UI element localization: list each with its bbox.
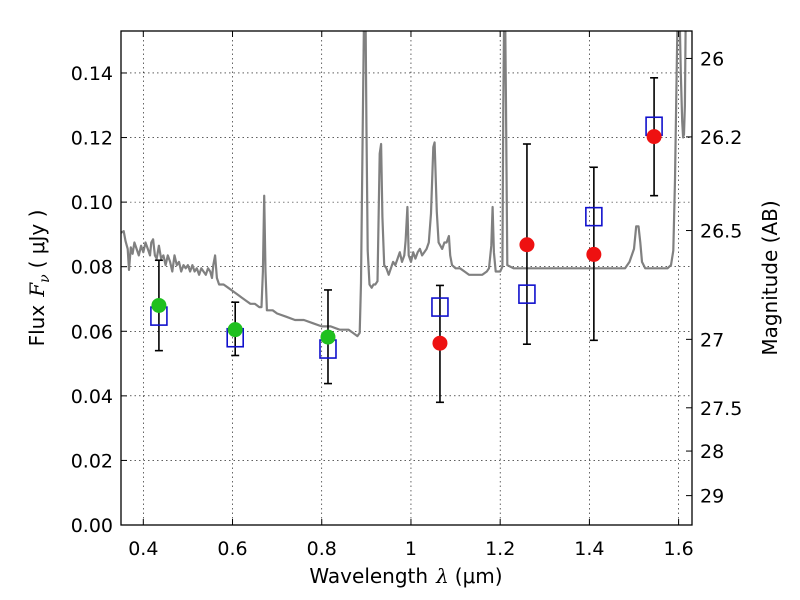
observed-point-green (320, 329, 336, 345)
x-axis-label: Wavelength λ (μm) (309, 564, 502, 588)
x-tick-label: 1.4 (574, 538, 604, 560)
y-tick-label: 0.00 (71, 515, 113, 537)
model-spectrum-line (121, 31, 687, 338)
x-tick-label: 1.6 (664, 538, 694, 560)
x-tick-label: 0.8 (307, 538, 337, 560)
x-tick-label: 0.6 (217, 538, 247, 560)
y2-tick-label: 27 (700, 329, 724, 351)
y-tick-label: 0.12 (71, 128, 113, 150)
x-tick-label: 1 (405, 538, 417, 560)
y2-tick-label: 27.5 (700, 398, 742, 420)
plot-area (121, 31, 687, 404)
y2-tick-label: 26 (700, 48, 724, 70)
model-square-marker (431, 297, 449, 317)
axis-ticks: 0.4 0.6 0.8 1 1.2 1.4 1.6 0.00 0.02 0.04 0.06 0.08 0… (71, 31, 742, 560)
observed-point-red (586, 246, 602, 262)
observed-point-green (151, 297, 167, 313)
observed-point-red (646, 129, 662, 145)
y-axis-label: FluxFν( μJy ) (25, 210, 53, 347)
y-tick-label: 0.14 (71, 63, 113, 85)
y-tick-label: 0.10 (71, 192, 113, 214)
x-tick-label: 0.4 (128, 538, 158, 560)
y2-tick-label: 28 (700, 441, 724, 463)
y2-tick-label: 26.2 (700, 127, 742, 149)
y2-tick-label: 29 (700, 486, 724, 508)
x-tick-label: 1.2 (485, 538, 515, 560)
y-tick-label: 0.02 (71, 450, 113, 472)
y-tick-label: 0.08 (71, 257, 113, 279)
y2-tick-label: 26.5 (700, 221, 742, 243)
observed-point-green (227, 322, 243, 338)
y-tick-label: 0.04 (71, 386, 113, 408)
observed-point-red (432, 335, 448, 351)
model-square-marker (518, 284, 536, 304)
model-square-marker (585, 206, 603, 227)
grid-lines (121, 31, 692, 525)
observed-point-red (519, 237, 535, 253)
y2-axis-label: Magnitude (AB) (758, 200, 782, 355)
y-tick-label: 0.06 (71, 321, 113, 343)
plot-frame (120, 30, 693, 526)
